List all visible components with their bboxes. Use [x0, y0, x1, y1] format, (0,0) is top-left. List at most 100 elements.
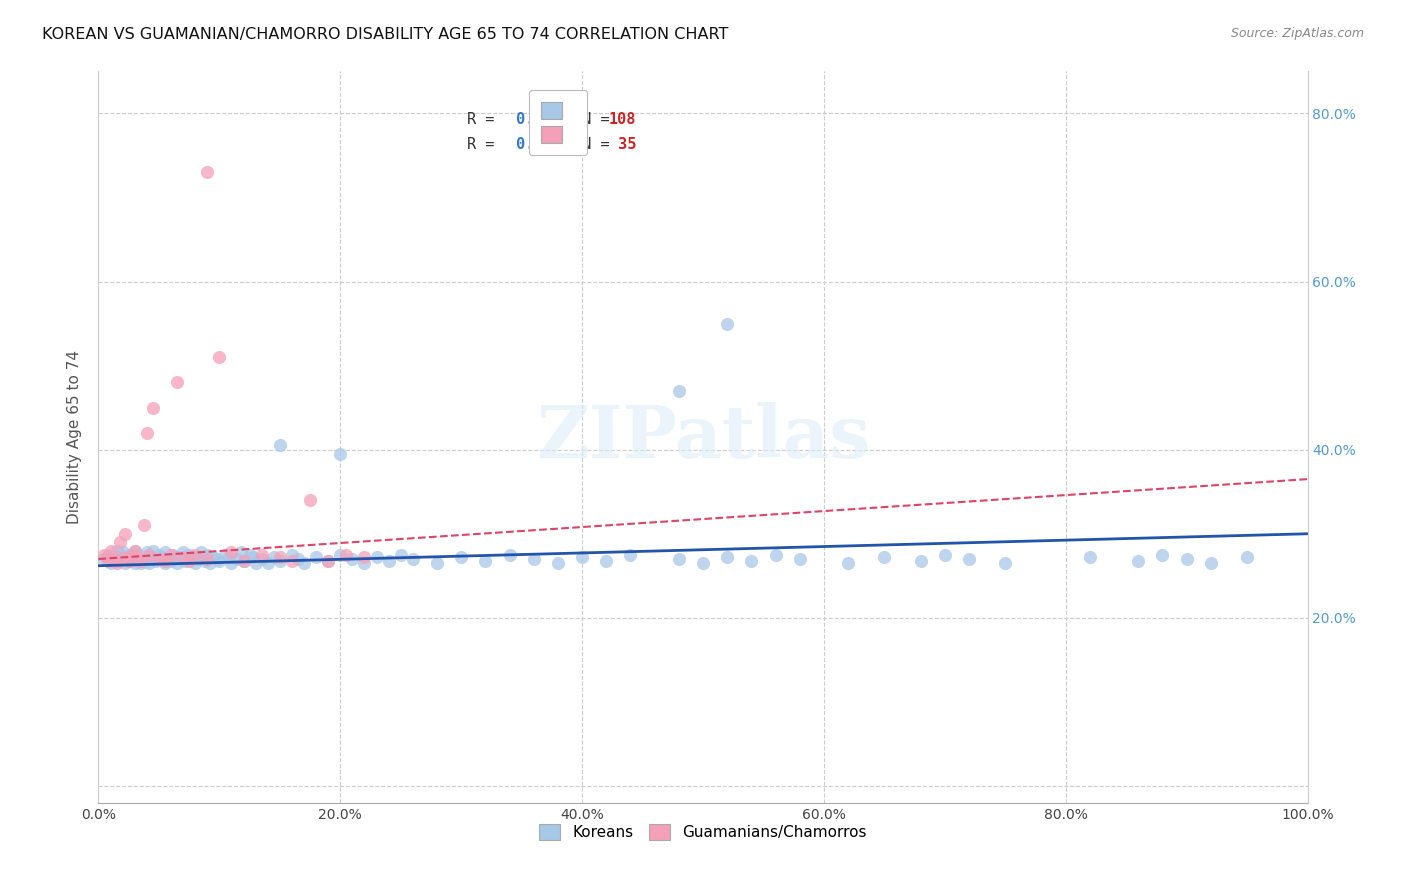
Text: N =: N =: [564, 112, 619, 127]
Point: [595, 554, 617, 568]
Point: [153, 556, 176, 570]
Y-axis label: Disability Age 65 to 74: Disability Age 65 to 74: [67, 350, 83, 524]
Point: [148, 552, 170, 566]
Point: [450, 550, 472, 565]
Point: [179, 554, 201, 568]
Point: [287, 552, 309, 566]
Point: [129, 554, 152, 568]
Point: [474, 554, 496, 568]
Point: [281, 554, 304, 568]
Point: [118, 548, 141, 562]
Point: [129, 556, 152, 570]
Point: [571, 550, 593, 565]
Point: [1078, 550, 1101, 565]
Point: [100, 543, 122, 558]
Point: [299, 493, 322, 508]
Point: [305, 550, 328, 565]
Point: [124, 543, 146, 558]
Point: [402, 552, 425, 566]
Text: R =: R =: [467, 137, 503, 153]
Point: [910, 554, 932, 568]
Point: [335, 548, 357, 562]
Point: [160, 548, 183, 562]
Point: [256, 556, 278, 570]
Point: [93, 552, 115, 566]
Point: [353, 550, 375, 565]
Point: [269, 438, 291, 452]
Point: [668, 552, 690, 566]
Point: [142, 543, 165, 558]
Point: [153, 545, 176, 559]
Point: [195, 548, 218, 562]
Point: [108, 535, 131, 549]
Point: [1128, 554, 1150, 568]
Point: [873, 550, 896, 565]
Point: [226, 552, 249, 566]
Point: [134, 550, 156, 565]
Point: [547, 556, 569, 570]
Point: [93, 548, 115, 562]
Point: [232, 554, 254, 568]
Point: [205, 552, 228, 566]
Point: [765, 548, 787, 562]
Text: 0.107: 0.107: [508, 112, 562, 127]
Point: [239, 548, 262, 562]
Point: [716, 317, 738, 331]
Legend: Koreans, Guamanians/Chamorros: Koreans, Guamanians/Chamorros: [533, 817, 873, 847]
Point: [668, 384, 690, 398]
Point: [111, 550, 134, 565]
Point: [229, 545, 252, 559]
Point: [124, 556, 146, 570]
Point: [426, 556, 449, 570]
Point: [101, 552, 124, 566]
Text: 0.049: 0.049: [508, 137, 562, 153]
Text: ZIPatlas: ZIPatlas: [536, 401, 870, 473]
Point: [740, 554, 762, 568]
Point: [366, 550, 388, 565]
Point: [1236, 550, 1258, 565]
Text: KOREAN VS GUAMANIAN/CHAMORRO DISABILITY AGE 65 TO 74 CORRELATION CHART: KOREAN VS GUAMANIAN/CHAMORRO DISABILITY …: [42, 27, 728, 42]
Point: [194, 554, 217, 568]
Point: [153, 554, 176, 568]
Point: [105, 556, 128, 570]
Point: [108, 548, 131, 562]
Point: [316, 554, 339, 568]
Point: [172, 545, 194, 559]
Point: [118, 550, 141, 565]
Text: 35: 35: [609, 137, 636, 153]
Point: [389, 548, 412, 562]
Point: [172, 550, 194, 565]
Point: [174, 554, 197, 568]
Point: [523, 552, 546, 566]
Point: [498, 548, 520, 562]
Point: [202, 550, 225, 565]
Point: [114, 526, 136, 541]
Point: [934, 548, 956, 562]
Point: [101, 550, 124, 565]
Point: [208, 554, 231, 568]
Point: [184, 556, 207, 570]
Point: [111, 552, 134, 566]
Point: [1199, 556, 1222, 570]
Point: [134, 518, 156, 533]
Text: 108: 108: [609, 112, 636, 127]
Point: [150, 550, 173, 565]
Point: [692, 556, 714, 570]
Point: [148, 548, 170, 562]
Point: [118, 554, 141, 568]
Point: [329, 447, 352, 461]
Point: [353, 556, 375, 570]
Point: [138, 548, 160, 562]
Point: [166, 550, 188, 565]
Point: [1175, 552, 1198, 566]
Point: [329, 548, 352, 562]
Point: [127, 550, 149, 565]
Point: [100, 556, 122, 570]
Point: [118, 554, 141, 568]
Point: [124, 543, 146, 558]
Point: [269, 554, 291, 568]
Point: [138, 556, 160, 570]
Point: [187, 552, 209, 566]
Point: [250, 552, 273, 566]
Point: [342, 552, 364, 566]
